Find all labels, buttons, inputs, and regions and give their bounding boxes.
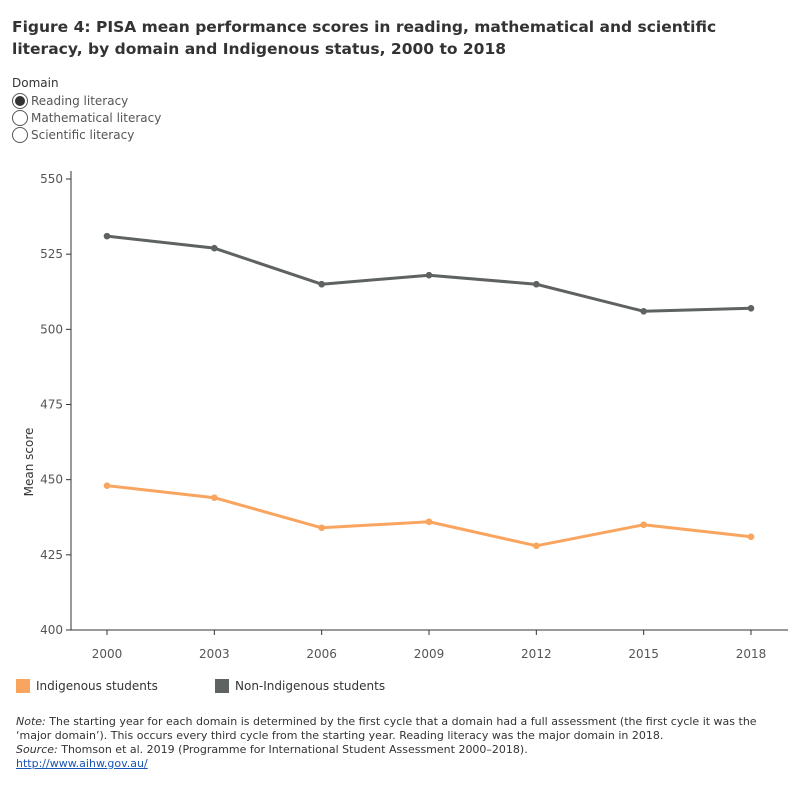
legend-swatch bbox=[16, 679, 30, 693]
legend-item-indigenous-students[interactable]: Indigenous students bbox=[16, 679, 158, 693]
y-tick-label: 550 bbox=[40, 172, 63, 186]
note-paragraph: Note: The starting year for each domain … bbox=[16, 715, 786, 743]
source-label: Source: bbox=[16, 743, 58, 756]
y-tick-label: 525 bbox=[40, 247, 63, 261]
y-tick-label: 450 bbox=[40, 473, 63, 487]
data-point[interactable] bbox=[103, 232, 111, 240]
chart-title: Figure 4: PISA mean performance scores i… bbox=[12, 18, 717, 58]
data-point[interactable] bbox=[747, 304, 755, 312]
legend-swatch bbox=[215, 679, 229, 693]
legend-label: Non-Indigenous students bbox=[235, 679, 386, 693]
radio-option-label: Scientific literacy bbox=[31, 127, 135, 142]
note-label: Note: bbox=[16, 715, 46, 728]
domain-filter: Domain Reading literacy Mathematical lit… bbox=[12, 76, 161, 143]
source-paragraph: Source: Thomson et al. 2019 (Programme f… bbox=[16, 743, 786, 757]
radio-option-label: Reading literacy bbox=[31, 93, 129, 108]
footnotes: Note: The starting year for each domain … bbox=[16, 715, 786, 771]
x-tick-label: 2009 bbox=[414, 647, 445, 661]
x-tick-label: 2000 bbox=[92, 647, 123, 661]
source-text: Thomson et al. 2019 (Programme for Inter… bbox=[57, 743, 528, 756]
y-tick-label: 400 bbox=[40, 623, 63, 637]
y-tick-label: 500 bbox=[40, 322, 63, 336]
series-line bbox=[106, 484, 752, 548]
x-axis: 2000 2003 2006 2009 2012 2015 2018 bbox=[71, 629, 788, 661]
series-non-indigenous-students bbox=[103, 232, 755, 315]
series-layer bbox=[103, 232, 755, 550]
y-tick-label: 475 bbox=[40, 398, 63, 412]
data-point[interactable] bbox=[533, 542, 540, 550]
x-tick-label: 2012 bbox=[521, 647, 552, 661]
data-point[interactable] bbox=[425, 271, 433, 279]
legend-item-non-indigenous-students[interactable]: Non-Indigenous students bbox=[215, 679, 385, 693]
data-point[interactable] bbox=[318, 280, 325, 288]
y-tick-label: 425 bbox=[40, 548, 63, 562]
x-tick-label: 2006 bbox=[306, 647, 337, 661]
radio-button[interactable] bbox=[12, 92, 28, 109]
radio-button[interactable] bbox=[12, 126, 28, 143]
data-point[interactable] bbox=[211, 244, 218, 252]
legend-label: Indigenous students bbox=[36, 679, 158, 693]
note-text: The starting year for each domain is det… bbox=[16, 715, 757, 742]
data-point[interactable] bbox=[640, 521, 647, 529]
radio-selected-dot bbox=[15, 95, 25, 106]
x-tick-label: 2015 bbox=[628, 647, 659, 661]
x-tick-label: 2003 bbox=[199, 647, 230, 661]
data-point[interactable] bbox=[640, 307, 647, 315]
data-point[interactable] bbox=[103, 482, 111, 489]
data-point[interactable] bbox=[318, 524, 325, 532]
x-tick-label: 2018 bbox=[736, 647, 767, 661]
data-point[interactable] bbox=[747, 533, 755, 541]
aihw-link[interactable]: http://www.aihw.gov.au/ bbox=[16, 757, 148, 770]
y-axis: 400 425 450 475 500 525 550 bbox=[40, 171, 72, 637]
radio-option-reading-literacy[interactable]: Reading literacy bbox=[12, 92, 161, 109]
radio-option-label: Mathematical literacy bbox=[31, 110, 162, 125]
y-axis-label: Mean score bbox=[22, 428, 36, 497]
data-point[interactable] bbox=[533, 280, 540, 288]
data-point[interactable] bbox=[425, 518, 433, 526]
radio-button[interactable] bbox=[12, 109, 28, 126]
series-indigenous-students bbox=[103, 482, 755, 550]
radio-option-scientific-literacy[interactable]: Scientific literacy bbox=[12, 126, 161, 143]
domain-filter-label: Domain bbox=[12, 76, 59, 90]
data-point[interactable] bbox=[211, 494, 218, 502]
radio-option-mathematical-literacy[interactable]: Mathematical literacy bbox=[12, 109, 161, 126]
